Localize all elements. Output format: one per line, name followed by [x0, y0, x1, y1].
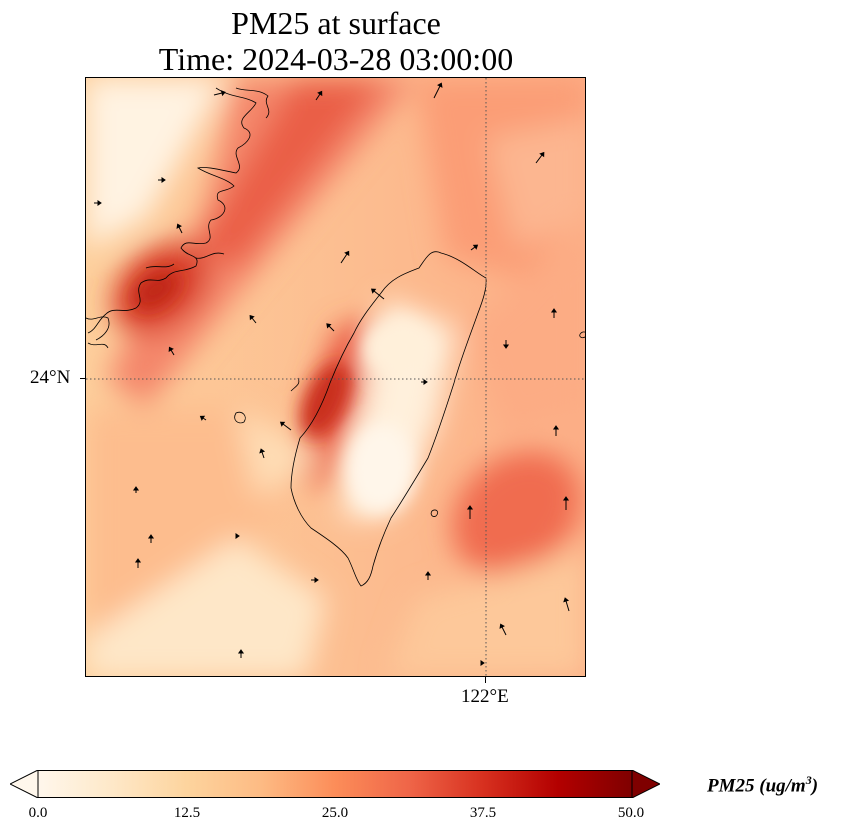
wind-vector	[170, 349, 175, 356]
wind-vector-head	[480, 659, 485, 667]
china-coastline	[87, 87, 257, 334]
wind-vector	[470, 246, 476, 251]
wind-vector-head	[472, 244, 479, 250]
wind-vector	[213, 92, 223, 96]
wind-vectors	[94, 82, 570, 667]
wind-vector-head	[437, 82, 443, 88]
wind-vector-head	[161, 176, 166, 184]
pm25-field-map	[86, 78, 585, 676]
wind-vector-head	[168, 346, 174, 353]
colorbar-gradient	[38, 770, 632, 798]
wind-vector	[565, 600, 570, 612]
lon-tick-label-122e: 122°E	[461, 686, 509, 707]
colorbar-tick-label: 12.5	[173, 805, 201, 821]
wind-vector-head	[199, 415, 206, 421]
colorbar-label: PM25 (ug/m3)	[707, 773, 819, 797]
wind-vector-head	[220, 90, 226, 97]
wind-vector-head	[370, 288, 377, 294]
wind-vector-head	[134, 558, 142, 563]
wind-vector-head	[147, 534, 155, 539]
colorbar-tick-label: 0.0	[28, 805, 48, 821]
colorbar-extend-max	[631, 770, 660, 798]
colorbar-tick-label: 37.5	[469, 805, 497, 821]
colorbar	[10, 770, 660, 798]
wind-vector	[282, 423, 292, 431]
wind-vector-head	[344, 250, 350, 257]
wind-vector	[178, 226, 183, 234]
lat-tick-mark	[80, 378, 86, 379]
wind-vector-head	[176, 223, 182, 229]
wind-vector	[315, 93, 321, 101]
wind-vector-head	[552, 425, 560, 430]
wind-vector	[501, 626, 507, 636]
chart-subtitle-time: Time: 2024-03-28 03:00:00	[158, 41, 514, 77]
chart-title: PM25 at surface	[231, 5, 441, 41]
wind-vector-head	[317, 90, 323, 97]
wind-vector-head	[326, 323, 332, 329]
wind-vector-head	[563, 597, 570, 603]
wind-vector	[251, 317, 257, 324]
wind-vector-head	[539, 151, 545, 158]
wind-vector	[328, 325, 335, 332]
wind-vector	[433, 85, 441, 99]
wind-vector-head	[237, 649, 245, 654]
wind-vector-head	[466, 505, 474, 510]
colorbar-tick-label: 50.0	[617, 805, 645, 821]
wind-vector-head	[97, 199, 102, 207]
wind-vector-head	[502, 344, 510, 349]
wind-vector-head	[249, 314, 255, 321]
lat-tick-label-24n: 24°N	[30, 367, 71, 388]
colorbar-tick-label: 25.0	[321, 805, 349, 821]
wind-vector-head	[424, 571, 432, 576]
lon-tick-mark	[485, 677, 486, 683]
wind-vector-head	[132, 486, 140, 491]
wind-vector	[340, 253, 348, 264]
wind-vector	[535, 154, 543, 164]
wind-vector-head	[235, 532, 240, 540]
wind-vector-head	[550, 308, 558, 313]
wind-vector	[373, 290, 385, 300]
wind-vector-head	[499, 623, 505, 629]
wind-vector	[202, 417, 207, 421]
graticule	[86, 78, 585, 676]
coastline	[86, 87, 585, 587]
wind-vector	[261, 451, 265, 459]
map-panel	[85, 77, 586, 677]
wind-vector-head	[279, 421, 286, 427]
taiwan-coastline	[290, 251, 487, 587]
wind-vector-head	[259, 448, 266, 454]
wind-vector-head	[562, 496, 570, 501]
wind-vector-head	[314, 576, 319, 584]
colorbar-extend-min	[10, 770, 39, 798]
wind-vector-head	[423, 378, 428, 386]
